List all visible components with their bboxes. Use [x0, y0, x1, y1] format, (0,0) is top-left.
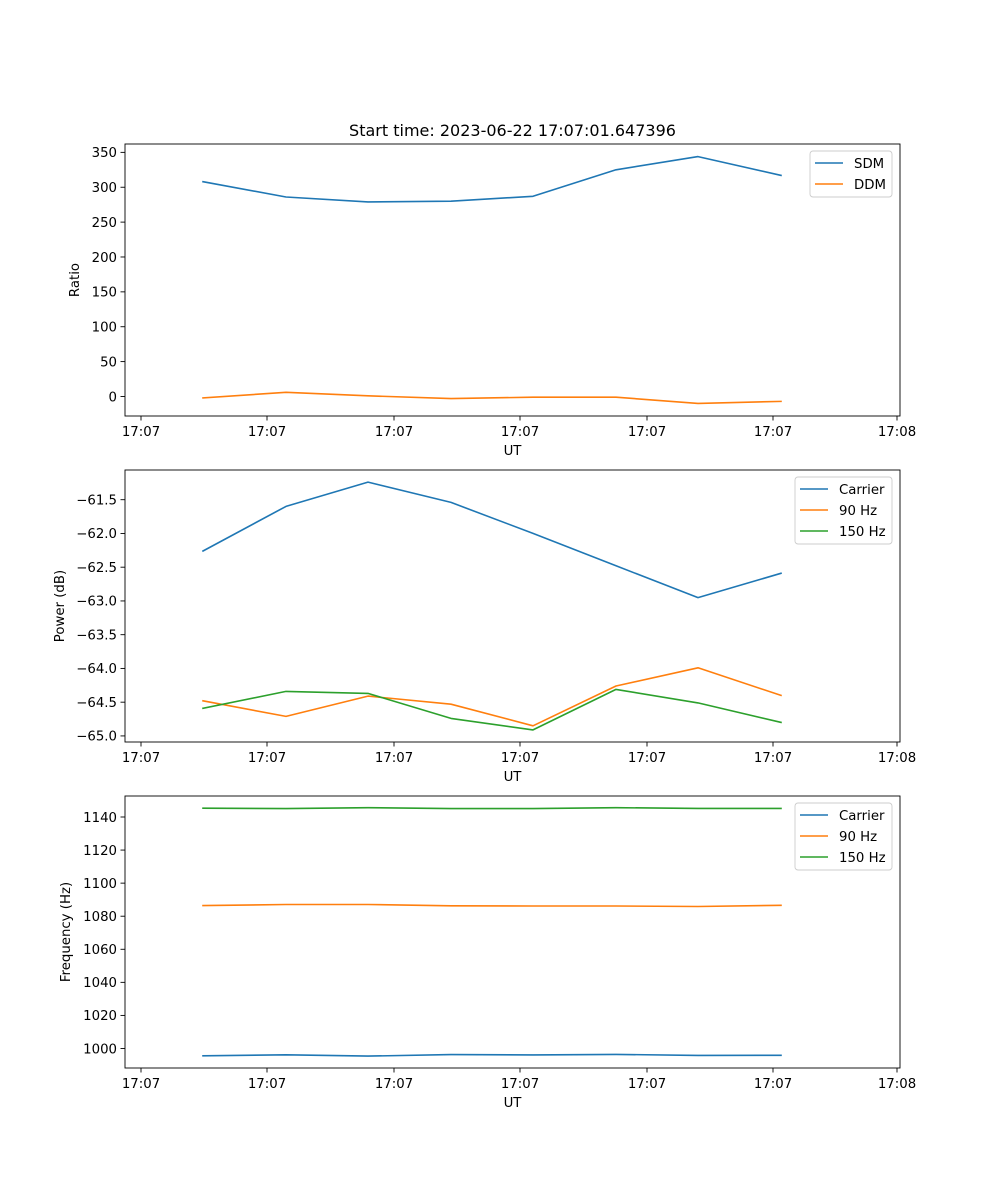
x-tick-label: 17:07 [501, 1077, 539, 1092]
plot-area [124, 795, 901, 1069]
legend-label: Carrier [839, 483, 885, 498]
y-tick-label: 1060 [83, 943, 117, 958]
y-axis-label: Power (dB) [53, 570, 68, 642]
y-tick-label: 1140 [83, 811, 117, 826]
x-tick-label: 17:07 [248, 751, 286, 766]
x-tick-label: 17:07 [754, 751, 792, 766]
x-tick-label: 17:07 [375, 425, 413, 440]
x-tick-label: 17:07 [248, 1077, 286, 1092]
y-tick-label: 1020 [83, 1009, 117, 1024]
legend-frame [794, 476, 893, 545]
series-line-carrier [201, 481, 782, 599]
y-tick-label: 1100 [83, 877, 117, 892]
x-tick-label: 17:07 [628, 425, 666, 440]
x-tick-label: 17:07 [628, 751, 666, 766]
y-tick-label: −61.5 [76, 493, 117, 508]
subplot-3: 17:07 17:07 17:07 17:07 17:07 17:07 17:08 1000 1… [59, 795, 916, 1111]
plot-area [124, 143, 901, 417]
y-tick-label: 200 [92, 251, 117, 266]
y-tick-label: 1120 [83, 844, 117, 859]
x-tick-label: 17:07 [375, 751, 413, 766]
x-tick-label: 17:07 [754, 1077, 792, 1092]
series-line-150-hz [202, 688, 782, 731]
x-axis-label: UT [504, 444, 523, 459]
legend-label: 90 Hz [839, 504, 877, 519]
y-tick-label: 250 [92, 216, 117, 231]
x-tick-label: 17:07 [248, 425, 286, 440]
series-line-carrier [202, 1053, 782, 1057]
y-tick-label: −63.0 [76, 595, 117, 610]
legend-frame [794, 802, 893, 871]
x-tick-label: 17:08 [878, 425, 916, 440]
legend-label: SDM [854, 157, 884, 172]
x-tick-label: 17:07 [122, 1077, 160, 1092]
y-axis-label: Frequency (Hz) [59, 882, 74, 982]
x-tick-label: 17:07 [501, 425, 539, 440]
x-tick-label: 17:07 [122, 751, 160, 766]
legend-label: 150 Hz [839, 525, 886, 540]
y-tick-label: 1080 [83, 910, 117, 925]
legend-label: 150 Hz [839, 851, 886, 866]
y-tick-label: 350 [92, 146, 117, 161]
y-tick-label: −62.0 [76, 527, 117, 542]
y-tick-label: −65.0 [76, 730, 117, 745]
y-tick-label: 0 [109, 390, 117, 405]
x-axis-label: UT [504, 770, 523, 785]
y-tick-label: −64.0 [76, 662, 117, 677]
x-tick-label: 17:07 [754, 425, 792, 440]
series-line-sdm [202, 155, 782, 203]
x-tick-label: 17:08 [878, 751, 916, 766]
y-tick-label: −63.5 [76, 628, 117, 643]
x-tick-label: 17:07 [501, 751, 539, 766]
series-line-ddm [202, 391, 782, 405]
y-tick-label: −62.5 [76, 561, 117, 576]
y-tick-label: 300 [92, 181, 117, 196]
y-tick-label: −64.5 [76, 696, 117, 711]
legend-label: DDM [854, 178, 886, 193]
series-line-150-hz [202, 806, 782, 810]
x-tick-label: 17:07 [375, 1077, 413, 1092]
x-tick-label: 17:07 [628, 1077, 666, 1092]
plot-area [124, 469, 901, 743]
legend-label: Carrier [839, 809, 885, 824]
y-tick-label: 100 [92, 321, 117, 336]
x-tick-label: 17:07 [122, 425, 160, 440]
legend-label: 90 Hz [839, 830, 877, 845]
legend: Carrier 90 Hz 150 Hz [794, 476, 893, 545]
subplot-1: Start time: 2023-06-22 17:07:01.647396 17… [68, 121, 916, 459]
subplot-2: 17:07 17:07 17:07 17:07 17:07 17:07 17:08 −65.0… [53, 469, 916, 785]
x-tick-label: 17:08 [878, 1077, 916, 1092]
y-axis-label: Ratio [68, 263, 83, 297]
y-tick-label: 1040 [83, 976, 117, 991]
legend: SDM DDM [809, 150, 893, 198]
x-axis-label: UT [504, 1096, 523, 1111]
series-line-90-hz [202, 903, 782, 908]
legend: Carrier 90 Hz 150 Hz [794, 802, 893, 871]
y-tick-label: 50 [100, 355, 117, 370]
series-line-90-hz [202, 666, 783, 727]
y-tick-label: 150 [92, 286, 117, 301]
chart-title: Start time: 2023-06-22 17:07:01.647396 [349, 121, 676, 140]
y-tick-label: 1000 [83, 1042, 117, 1057]
